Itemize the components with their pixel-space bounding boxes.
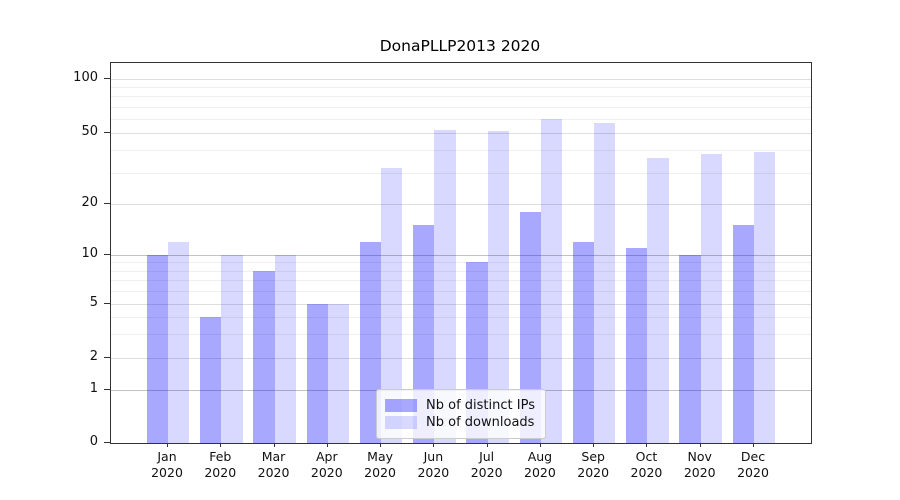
legend-entry-distinct-ips: Nb of distinct IPs <box>385 398 535 413</box>
x-tick-mark <box>433 443 435 447</box>
bar-distinct-ips-jun <box>413 225 435 443</box>
y-tick-label: 100 <box>73 70 98 86</box>
bar-downloads-nov <box>700 154 723 443</box>
x-tick-mark <box>220 443 222 447</box>
y-gridline <box>111 255 811 256</box>
x-tick-label: Jan 2020 <box>151 449 183 480</box>
y-gridline-minor <box>111 150 811 152</box>
y-gridline-minor <box>111 118 811 120</box>
y-tick-label: 1 <box>89 381 98 397</box>
chart-title: DonaPLLP2013 2020 <box>379 37 541 55</box>
bar-distinct-ips-dec <box>732 225 754 443</box>
x-tick-mark <box>167 443 168 447</box>
x-tick-mark <box>380 443 382 447</box>
y-tick-label: 0 <box>89 434 98 449</box>
plot-area: Nb of distinct IPs Nb of downloads <box>110 62 812 444</box>
legend: Nb of distinct IPs Nb of downloads <box>376 389 546 439</box>
y-tick-mark <box>104 203 110 205</box>
x-tick-mark <box>753 443 754 447</box>
y-tick-mark <box>104 78 110 80</box>
x-tick-label: Feb 2020 <box>204 449 237 480</box>
bar-distinct-ips-jan <box>146 255 168 443</box>
bar-downloads-feb <box>221 255 243 443</box>
x-tick-label: Dec 2020 <box>737 449 769 480</box>
bar-distinct-ips-apr <box>306 303 328 443</box>
x-tick-label: Apr 2020 <box>310 449 343 480</box>
x-tick-label: Mar 2020 <box>257 449 290 480</box>
y-tick-mark <box>104 389 110 391</box>
y-gridline-minor <box>111 316 811 318</box>
y-gridline-minor <box>111 280 811 282</box>
bar-downloads-jan <box>168 241 190 443</box>
x-tick-label: Nov 2020 <box>683 449 716 480</box>
y-tick-mark <box>104 357 110 359</box>
bar-distinct-ips-feb <box>199 316 222 443</box>
y-tick-mark <box>104 131 110 133</box>
x-tick-mark <box>326 443 328 447</box>
legend-swatch-distinct-ips <box>385 399 418 412</box>
y-tick-label: 50 <box>81 123 98 139</box>
y-tick-mark <box>104 302 110 304</box>
x-tick-mark <box>593 443 595 447</box>
y-gridline <box>111 358 811 360</box>
bar-downloads-jul <box>487 131 509 443</box>
bar-distinct-ips-aug <box>519 212 541 443</box>
y-gridline <box>111 303 811 305</box>
legend-label-distinct-ips: Nb of distinct IPs <box>426 398 535 413</box>
y-gridline-minor <box>111 87 811 89</box>
y-tick-label: 5 <box>89 294 98 310</box>
y-gridline-minor <box>111 290 811 292</box>
y-gridline-minor <box>111 270 811 272</box>
y-gridline-minor <box>111 96 811 98</box>
bar-downloads-oct <box>647 158 669 443</box>
x-tick-label: Jun 2020 <box>417 449 450 480</box>
x-tick-label: May 2020 <box>364 449 396 480</box>
x-tick-mark <box>699 443 701 447</box>
x-tick-label: Jul 2020 <box>470 449 503 480</box>
bar-downloads-apr <box>327 303 350 443</box>
legend-swatch-downloads <box>385 416 418 429</box>
y-tick-label: 2 <box>89 349 98 365</box>
y-tick-label: 10 <box>81 246 98 261</box>
bar-distinct-ips-nov <box>679 255 701 443</box>
bar-distinct-ips-oct <box>626 248 648 443</box>
y-gridline-minor <box>111 172 811 174</box>
y-gridline-minor <box>111 262 811 264</box>
y-gridline <box>111 204 811 206</box>
x-tick-label: Aug 2020 <box>524 449 556 480</box>
x-tick-mark <box>273 443 275 447</box>
bar-downloads-may <box>381 167 403 443</box>
bar-downloads-mar <box>274 255 296 443</box>
bar-downloads-aug <box>540 118 563 443</box>
legend-label-downloads: Nb of downloads <box>426 415 535 430</box>
y-gridline <box>111 132 811 134</box>
y-gridline-minor <box>111 106 811 108</box>
bar-downloads-jun <box>434 129 456 443</box>
x-tick-label: Sep 2020 <box>577 449 610 480</box>
bar-downloads-dec <box>754 152 776 443</box>
y-gridline <box>111 79 811 81</box>
legend-entry-downloads: Nb of downloads <box>385 415 535 430</box>
bar-distinct-ips-sep <box>572 241 595 443</box>
y-tick-mark <box>104 254 110 255</box>
bar-distinct-ips-mar <box>253 270 275 443</box>
x-tick-mark <box>646 443 648 447</box>
y-tick-label: 20 <box>81 195 98 211</box>
x-tick-label: Oct 2020 <box>630 449 663 480</box>
x-tick-mark <box>486 443 488 447</box>
bar-distinct-ips-may <box>359 241 382 443</box>
x-tick-mark <box>539 443 541 447</box>
y-gridline-minor <box>111 334 811 336</box>
y-tick-mark <box>104 442 110 443</box>
bar-downloads-sep <box>594 122 616 443</box>
